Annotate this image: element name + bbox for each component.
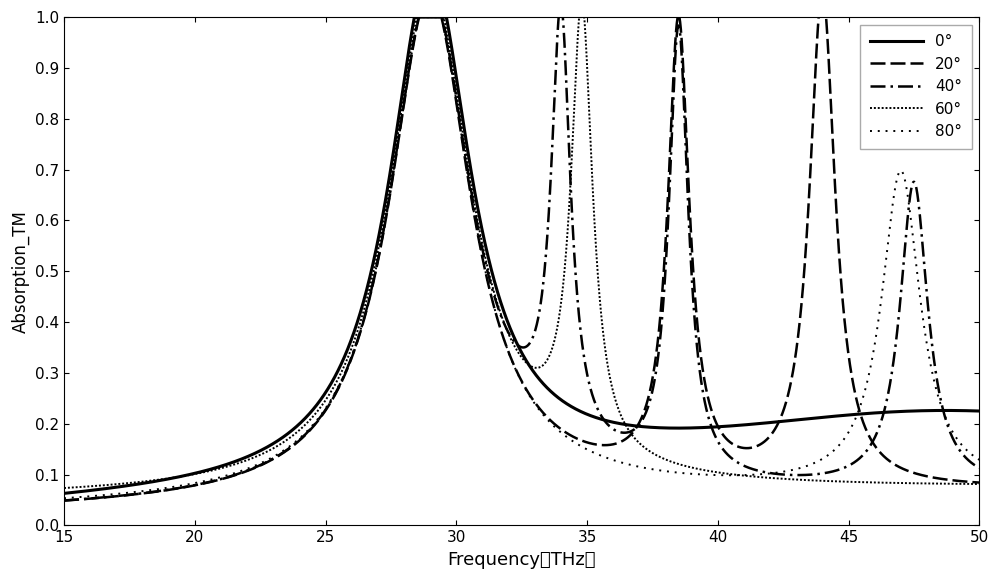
- 80°: [224, 471, 236, 478]
- Legend: 0°, 20°, 40°, 60°, 80°: 0°, 20°, 40°, 60°, 80°: [860, 25, 972, 148]
- 80°: [811, 458, 823, 465]
- 0°: [224, 460, 236, 467]
- 20°: [973, 479, 985, 486]
- 20°: [741, 445, 753, 452]
- 60°: [973, 481, 985, 488]
- 40°: [653, 342, 665, 349]
- Line: 80°: 80°: [64, 17, 979, 498]
- 80°: [607, 456, 619, 463]
- 0°: [741, 421, 753, 428]
- 0°: [973, 408, 985, 415]
- 20°: [653, 324, 665, 331]
- 0°: [408, 14, 420, 21]
- Line: 20°: 20°: [64, 0, 979, 501]
- 60°: [811, 477, 823, 484]
- Y-axis label: Absorption_TM: Absorption_TM: [11, 210, 29, 333]
- 20°: [58, 497, 70, 504]
- Line: 0°: 0°: [64, 17, 979, 494]
- 40°: [973, 465, 985, 472]
- 40°: [58, 497, 70, 504]
- 40°: [741, 463, 753, 470]
- 0°: [408, 17, 420, 24]
- 80°: [653, 467, 665, 474]
- 40°: [811, 471, 823, 478]
- 60°: [653, 453, 665, 460]
- 40°: [607, 426, 619, 433]
- 80°: [973, 456, 985, 463]
- 60°: [408, 30, 420, 37]
- 20°: [607, 441, 619, 448]
- 0°: [607, 419, 619, 426]
- 60°: [224, 462, 236, 469]
- 20°: [408, 39, 420, 46]
- 80°: [408, 38, 420, 45]
- 80°: [413, 14, 425, 21]
- 60°: [411, 14, 423, 21]
- 40°: [408, 38, 420, 45]
- 20°: [811, 47, 823, 54]
- Line: 40°: 40°: [64, 0, 979, 501]
- 60°: [58, 484, 70, 491]
- 60°: [741, 473, 753, 480]
- 80°: [741, 472, 753, 478]
- 80°: [58, 495, 70, 502]
- 0°: [58, 490, 70, 497]
- Line: 60°: 60°: [64, 17, 979, 488]
- 40°: [224, 473, 236, 480]
- X-axis label: Frequency（THz）: Frequency（THz）: [447, 551, 596, 569]
- 20°: [224, 473, 236, 480]
- 0°: [811, 415, 823, 422]
- 0°: [653, 424, 665, 431]
- 60°: [607, 388, 619, 395]
